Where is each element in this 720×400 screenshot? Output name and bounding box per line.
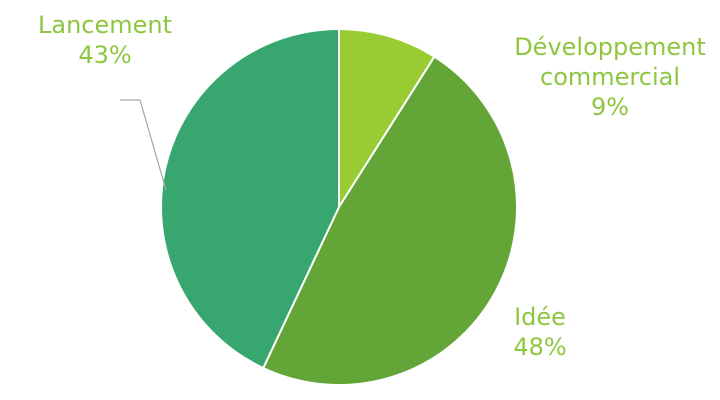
slice-label-lancement-name: Lancement — [37, 11, 172, 39]
slice-label-idee-value: 48% — [513, 333, 567, 361]
slice-developpement-commercial — [338, 28, 436, 208]
leader-line-lancement — [120, 99, 167, 191]
slice-label-developpement-line2: commercial — [540, 63, 680, 91]
slice-label-developpement-value: 9% — [590, 93, 630, 121]
slice-label-idee-name: Idée — [514, 303, 566, 331]
slice-label-lancement: Lancement 43% — [25, 10, 185, 70]
slice-label-idee: Idée 48% — [490, 302, 590, 362]
slice-label-developpement-line1: Développement — [514, 33, 706, 61]
slice-lancement — [160, 28, 340, 370]
slice-label-developpement-commercial: Développement commercial 9% — [490, 32, 720, 122]
slice-label-lancement-value: 43% — [78, 41, 132, 69]
slice-idee — [262, 55, 518, 387]
pie-slices — [160, 28, 518, 387]
